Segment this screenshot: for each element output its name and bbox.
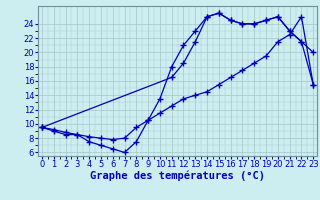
X-axis label: Graphe des températures (°C): Graphe des températures (°C) [90, 171, 265, 181]
